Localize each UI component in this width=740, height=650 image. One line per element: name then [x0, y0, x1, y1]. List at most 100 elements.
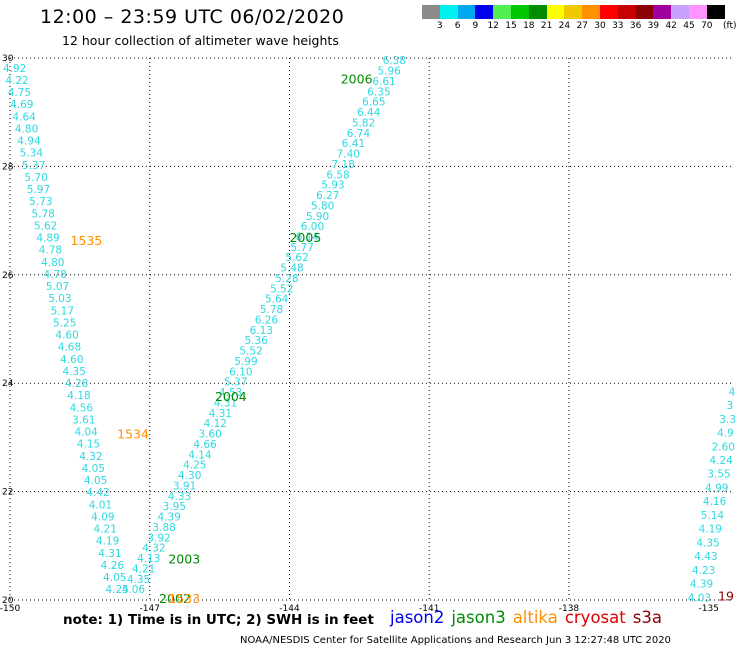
wave-height-value: 4.39: [158, 512, 181, 524]
wave-height-value: 6.74: [347, 128, 371, 140]
wave-height-value: 4.43: [694, 551, 717, 563]
wave-height-value: 4.53: [219, 387, 242, 399]
color-scale-label: 70: [701, 21, 713, 31]
wave-height-value: 4.89: [36, 233, 59, 245]
wave-height-value: 5.03: [48, 293, 71, 305]
wave-height-value: 4.28: [65, 378, 88, 390]
wave-height-value: 5.80: [311, 200, 334, 212]
pass-time-label: 2003: [168, 551, 200, 566]
wave-height-value: 4.26: [101, 560, 125, 572]
wave-height-value: 4.64: [12, 111, 36, 123]
wave-height-value: 6.13: [250, 325, 273, 337]
wave-height-value: 4.24: [709, 455, 733, 467]
wave-height-value: 6.38: [383, 55, 406, 67]
legend-item-jason2: jason2: [390, 608, 445, 627]
wave-height-value: 3.91: [173, 480, 196, 492]
wave-height-value: 4: [729, 386, 736, 398]
wave-height-value: 4.42: [86, 487, 109, 499]
legend-item-cryosat: cryosat: [564, 608, 626, 627]
color-swatch: [493, 5, 511, 19]
wave-height-value: 4.09: [91, 511, 114, 523]
color-swatch: [528, 5, 547, 19]
wave-height-value: 4.39: [690, 579, 713, 591]
wave-height-value: 4.32: [79, 451, 102, 463]
wave-height-value: 4.80: [41, 257, 64, 269]
wave-height-value: 4.31: [209, 408, 232, 420]
wave-height-value: 4.25: [183, 460, 206, 472]
color-swatch: [635, 5, 654, 19]
color-scale-label: 18: [523, 21, 535, 31]
color-scale-label: 33: [612, 21, 624, 31]
wave-height-value: 4.31: [214, 397, 237, 409]
color-swatch: [564, 5, 583, 19]
x-tick-label: -141: [419, 604, 439, 614]
wave-height-value: 4.25: [105, 584, 128, 596]
wave-height-value: 5.14: [701, 510, 725, 522]
pass-time-label: 19: [718, 589, 734, 604]
pass-time-label: 1533: [168, 591, 200, 606]
wave-height-value: 6.35: [367, 86, 390, 98]
legend-item-altika: altika: [512, 608, 558, 627]
pass-time-label: 2002: [159, 591, 191, 606]
color-swatch: [599, 5, 618, 19]
color-swatch: [671, 5, 689, 19]
wave-height-value: 4.15: [77, 439, 100, 451]
wave-height-value: 5.07: [46, 281, 69, 293]
wave-height-value: 6.00: [301, 221, 324, 233]
wave-height-value: 5.97: [27, 184, 50, 196]
wave-height-value: 4.16: [703, 496, 727, 508]
wave-height-value: 4.23: [692, 565, 715, 577]
wave-height-value: 7.18: [331, 159, 354, 171]
wave-height-value: 4.35: [63, 366, 86, 378]
x-tick-label: -150: [0, 604, 20, 614]
wave-height-value: 6.14: [296, 231, 320, 243]
color-scale-label: 36: [629, 21, 642, 31]
wave-height-value: 5.52: [270, 283, 293, 295]
wave-height-value: 5.37: [224, 377, 247, 389]
color-scale-label: 3: [436, 21, 443, 31]
color-scale-label: 39: [647, 21, 660, 31]
wave-height-value: 6.65: [362, 97, 385, 109]
wave-height-value: 4.66: [193, 439, 217, 451]
wave-height-value: 7.40: [337, 149, 360, 161]
color-swatch: [439, 5, 458, 19]
pass-time-label: 2004: [215, 389, 247, 404]
wave-height-value: 5.62: [285, 252, 308, 264]
color-scale-label: 9: [472, 21, 479, 31]
color-swatch: [422, 5, 440, 19]
pass-time-label: 2006: [341, 72, 373, 87]
y-tick-label: 22: [2, 488, 13, 498]
x-tick-label: -138: [559, 604, 580, 614]
color-scale-label: 6: [454, 21, 461, 31]
color-swatch: [510, 5, 529, 19]
wave-height-value: 4.18: [67, 390, 90, 402]
wave-height-value: 4.13: [137, 553, 160, 565]
wave-height-value: 4.75: [8, 87, 31, 99]
wave-height-value: 6.44: [357, 107, 381, 119]
wave-height-value: 6.10: [229, 366, 252, 378]
color-scale-label: 42: [665, 21, 677, 31]
wave-height-value: 4.69: [10, 99, 33, 111]
credit-line: NOAA/NESDIS Center for Satellite Applica…: [240, 635, 671, 646]
y-tick-label: 28: [2, 162, 14, 172]
legend-item-s3a: s3a: [632, 608, 662, 627]
footnote: note: 1) Time is in UTC; 2) SWH is in fe…: [63, 612, 374, 628]
color-scale-bar: [422, 5, 725, 19]
color-swatch: [617, 5, 636, 19]
y-tick-label: 30: [2, 54, 14, 64]
wave-height-value: 4.14: [188, 449, 212, 461]
wave-height-value: 5.28: [275, 273, 298, 285]
wave-height-value: 5.52: [239, 346, 262, 358]
wave-height-value: 3.3: [719, 414, 736, 426]
wave-height-value: 3.61: [72, 414, 95, 426]
wave-height-value: 4.05: [103, 572, 126, 584]
color-scale-label: 27: [576, 21, 588, 31]
wave-height-value: 4.30: [178, 470, 201, 482]
wave-height-value: 2.60: [712, 441, 735, 453]
wave-height-value: 5.73: [29, 196, 52, 208]
wave-height-value: 4.01: [89, 499, 112, 511]
wave-height-value: 5.96: [377, 66, 401, 78]
wave-height-value: 4.80: [15, 123, 38, 135]
wave-height-value: 6.61: [372, 76, 395, 88]
